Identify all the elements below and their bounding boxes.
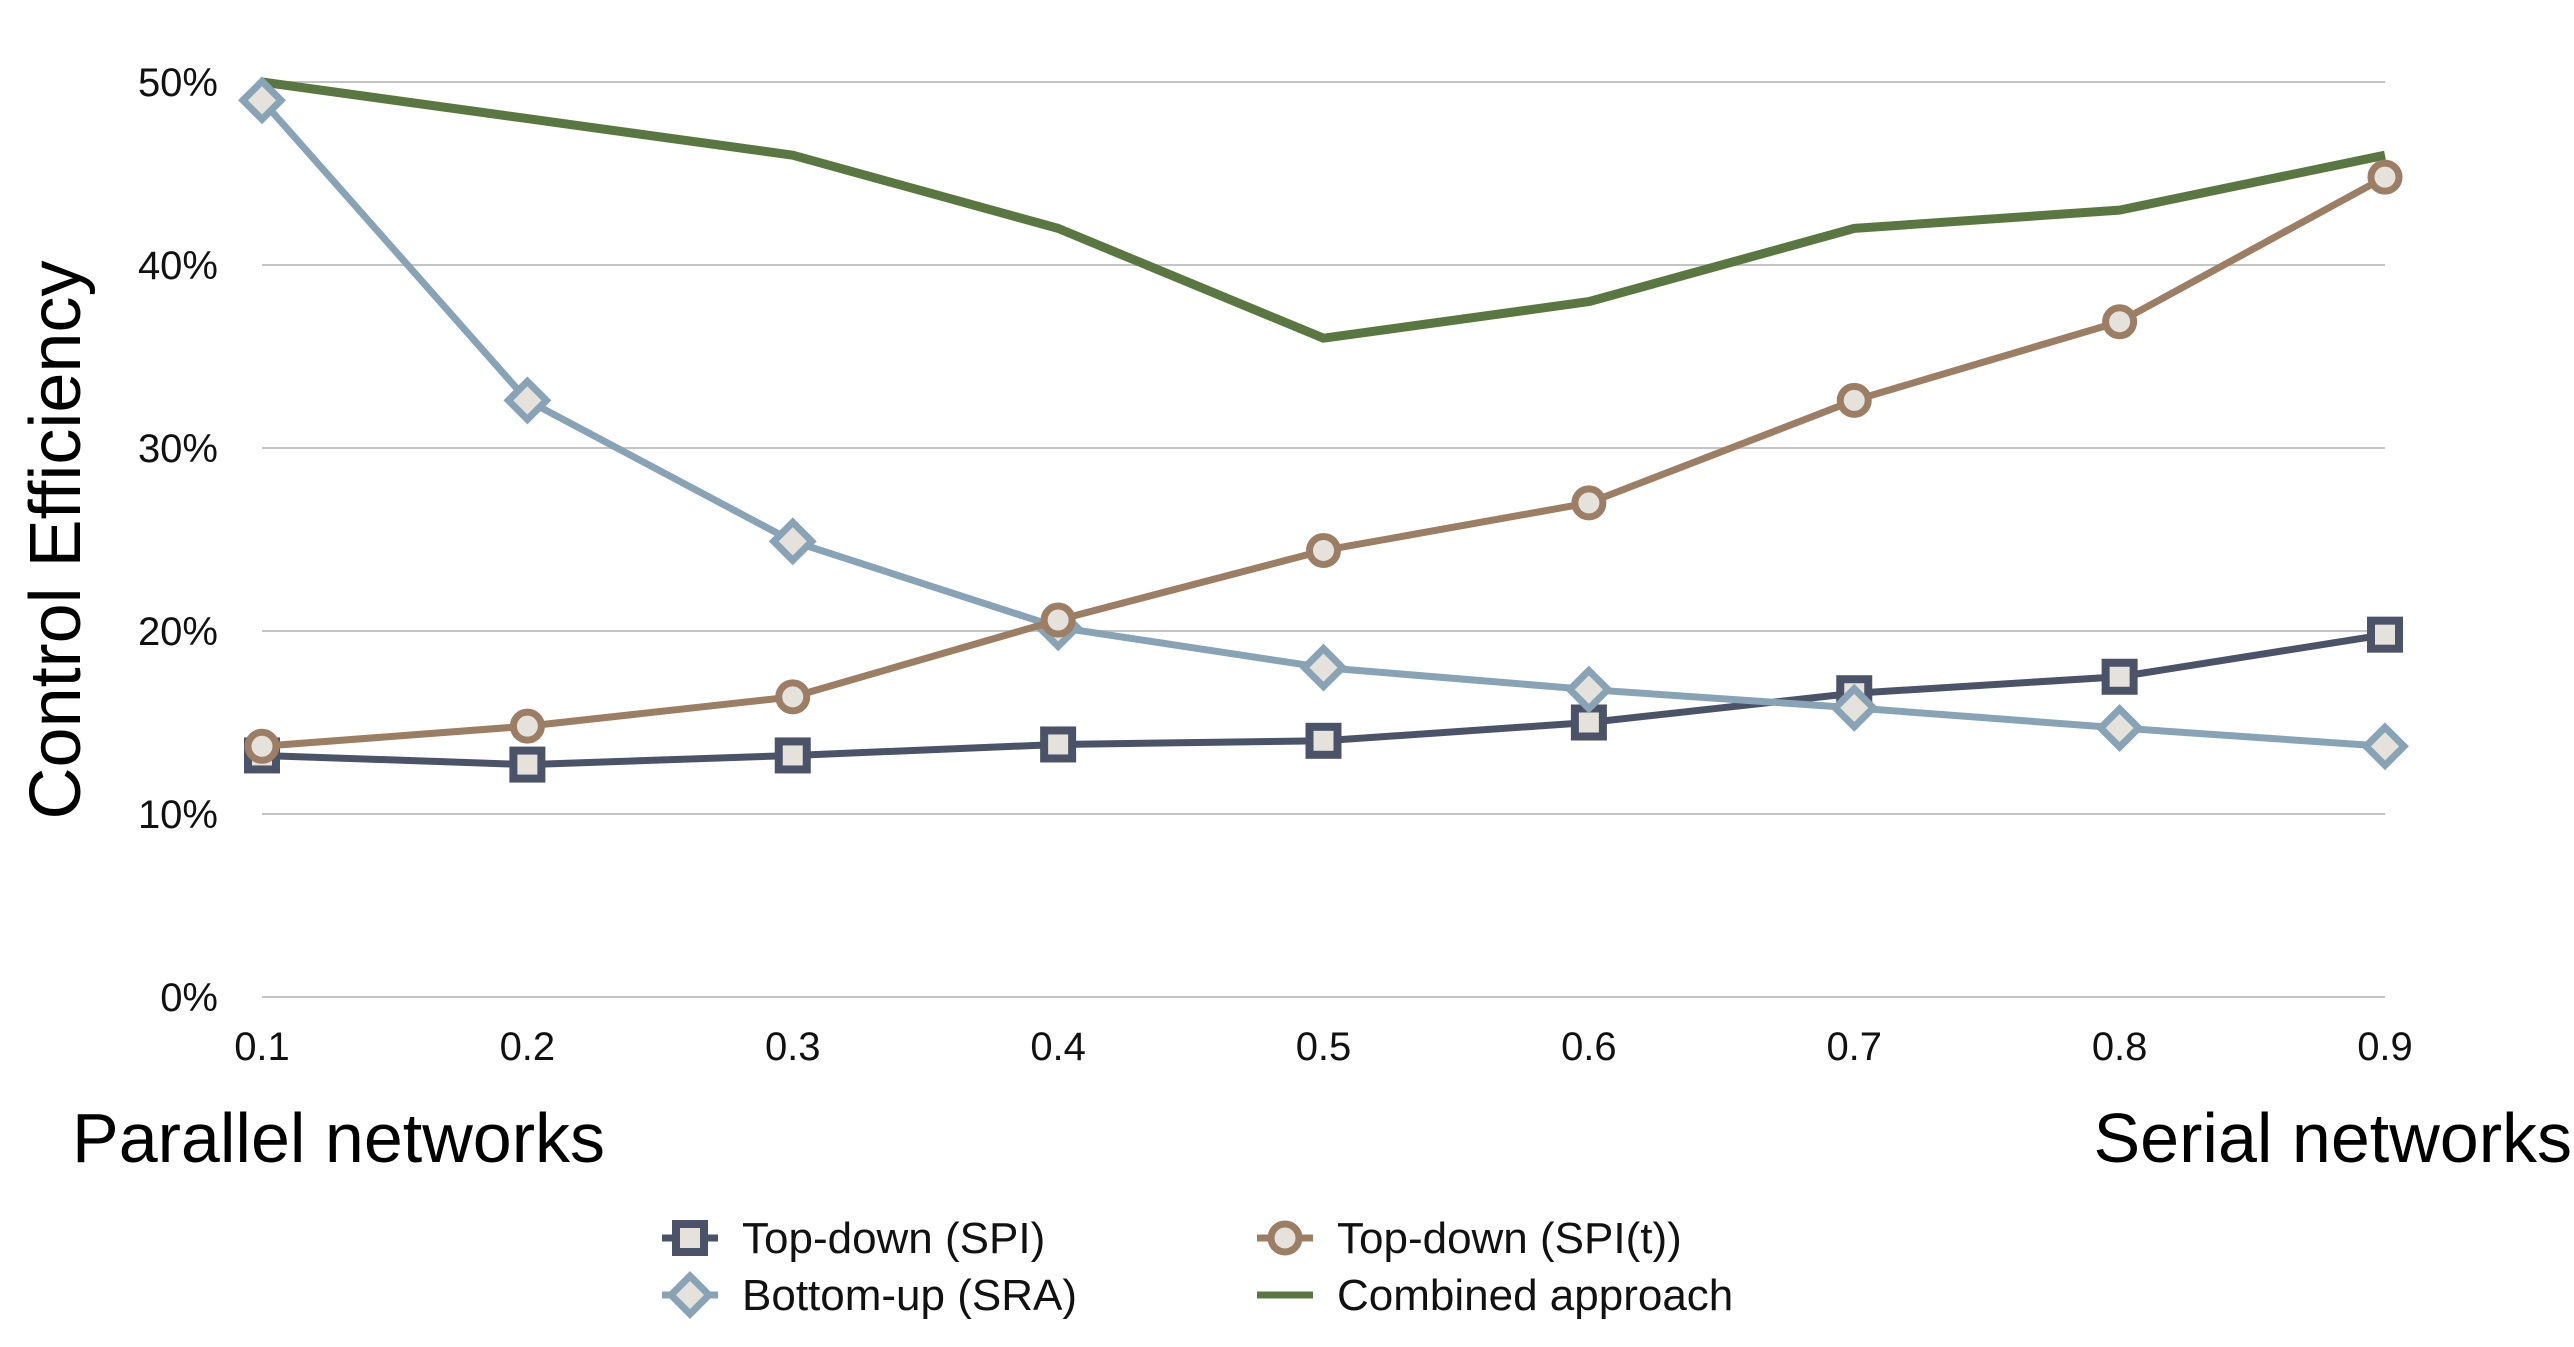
x-tick-label: 0.4 xyxy=(1030,1025,1086,1069)
data-point-square xyxy=(509,746,546,783)
data-point-diamond xyxy=(1564,665,1613,714)
series-line xyxy=(261,77,2386,343)
x-axis-ticks: 0.1 0.2 0.3 0.4 0.5 0.6 0.7 0.8 0.9 xyxy=(234,1025,2413,1069)
y-tick-label: 50% xyxy=(138,61,218,105)
data-point-diamond xyxy=(1299,643,1348,692)
x-tick-label: 0.7 xyxy=(1826,1025,1882,1069)
y-tick-label: 10% xyxy=(138,793,218,837)
x-axis-left-label: Parallel networks xyxy=(72,1099,605,1177)
x-tick-label: 0.6 xyxy=(1561,1025,1617,1069)
x-tick-label: 0.9 xyxy=(2357,1025,2413,1069)
data-point-diamond xyxy=(503,376,552,425)
x-tick-label: 0.5 xyxy=(1296,1025,1352,1069)
data-point-diamond xyxy=(238,76,286,125)
legend-marker-diamond xyxy=(666,1271,714,1319)
data-point-diamond xyxy=(2361,722,2409,771)
series-2 xyxy=(238,76,2409,771)
data-point-square xyxy=(2101,658,2138,695)
legend-item: Top-down (SPI) xyxy=(662,1214,1045,1263)
data-point-square xyxy=(1040,726,1077,763)
y-tick-label: 0% xyxy=(160,976,218,1020)
data-point-circle xyxy=(1040,602,1076,638)
data-point-circle xyxy=(509,708,545,744)
data-point-circle xyxy=(775,679,811,715)
data-point-square xyxy=(774,737,811,774)
data-point-circle xyxy=(244,728,280,764)
x-tick-label: 0.2 xyxy=(500,1025,556,1069)
legend-label: Combined approach xyxy=(1337,1271,1733,1320)
data-point-circle xyxy=(1571,485,1607,521)
y-tick-label: 20% xyxy=(138,610,218,654)
data-point-circle xyxy=(1836,382,1872,418)
legend-marker-circle xyxy=(1267,1220,1303,1256)
x-tick-label: 0.8 xyxy=(2092,1025,2148,1069)
data-point-diamond xyxy=(1830,683,1879,732)
legend: Top-down (SPI) Bottom-up (SRA) Top-down (S… xyxy=(662,1214,1733,1320)
data-point-circle xyxy=(1306,532,1341,568)
x-tick-label: 0.1 xyxy=(234,1025,290,1069)
data-point-circle xyxy=(2102,304,2138,340)
data-point-circle xyxy=(2367,159,2403,195)
data-point-square xyxy=(2367,616,2403,653)
series-3 xyxy=(244,159,2403,764)
data-point-square xyxy=(1305,722,1342,759)
data-point-diamond xyxy=(768,517,817,566)
legend-label: Top-down (SPI(t)) xyxy=(1337,1214,1682,1263)
legend-label: Top-down (SPI) xyxy=(742,1214,1045,1263)
legend-label: Bottom-up (SRA) xyxy=(742,1271,1077,1320)
data-point-diamond xyxy=(2095,704,2144,752)
y-axis-ticks: 0% 10% 20% 30% 40% 50% xyxy=(138,61,218,1020)
series-1 xyxy=(244,616,2403,783)
legend-marker-square xyxy=(672,1220,708,1256)
legend-item: Bottom-up (SRA) xyxy=(662,1271,1077,1320)
series-4 xyxy=(261,77,2386,343)
x-axis-right-label: Serial networks xyxy=(2093,1099,2572,1177)
legend-item: Top-down (SPI(t)) xyxy=(1257,1214,1682,1263)
legend-item: Combined approach xyxy=(1257,1271,1733,1320)
y-tick-label: 30% xyxy=(138,427,218,471)
y-tick-label: 40% xyxy=(138,244,218,288)
x-tick-label: 0.3 xyxy=(765,1025,821,1069)
y-axis-label: Control Efficiency xyxy=(16,261,96,820)
series-group xyxy=(238,76,2409,783)
